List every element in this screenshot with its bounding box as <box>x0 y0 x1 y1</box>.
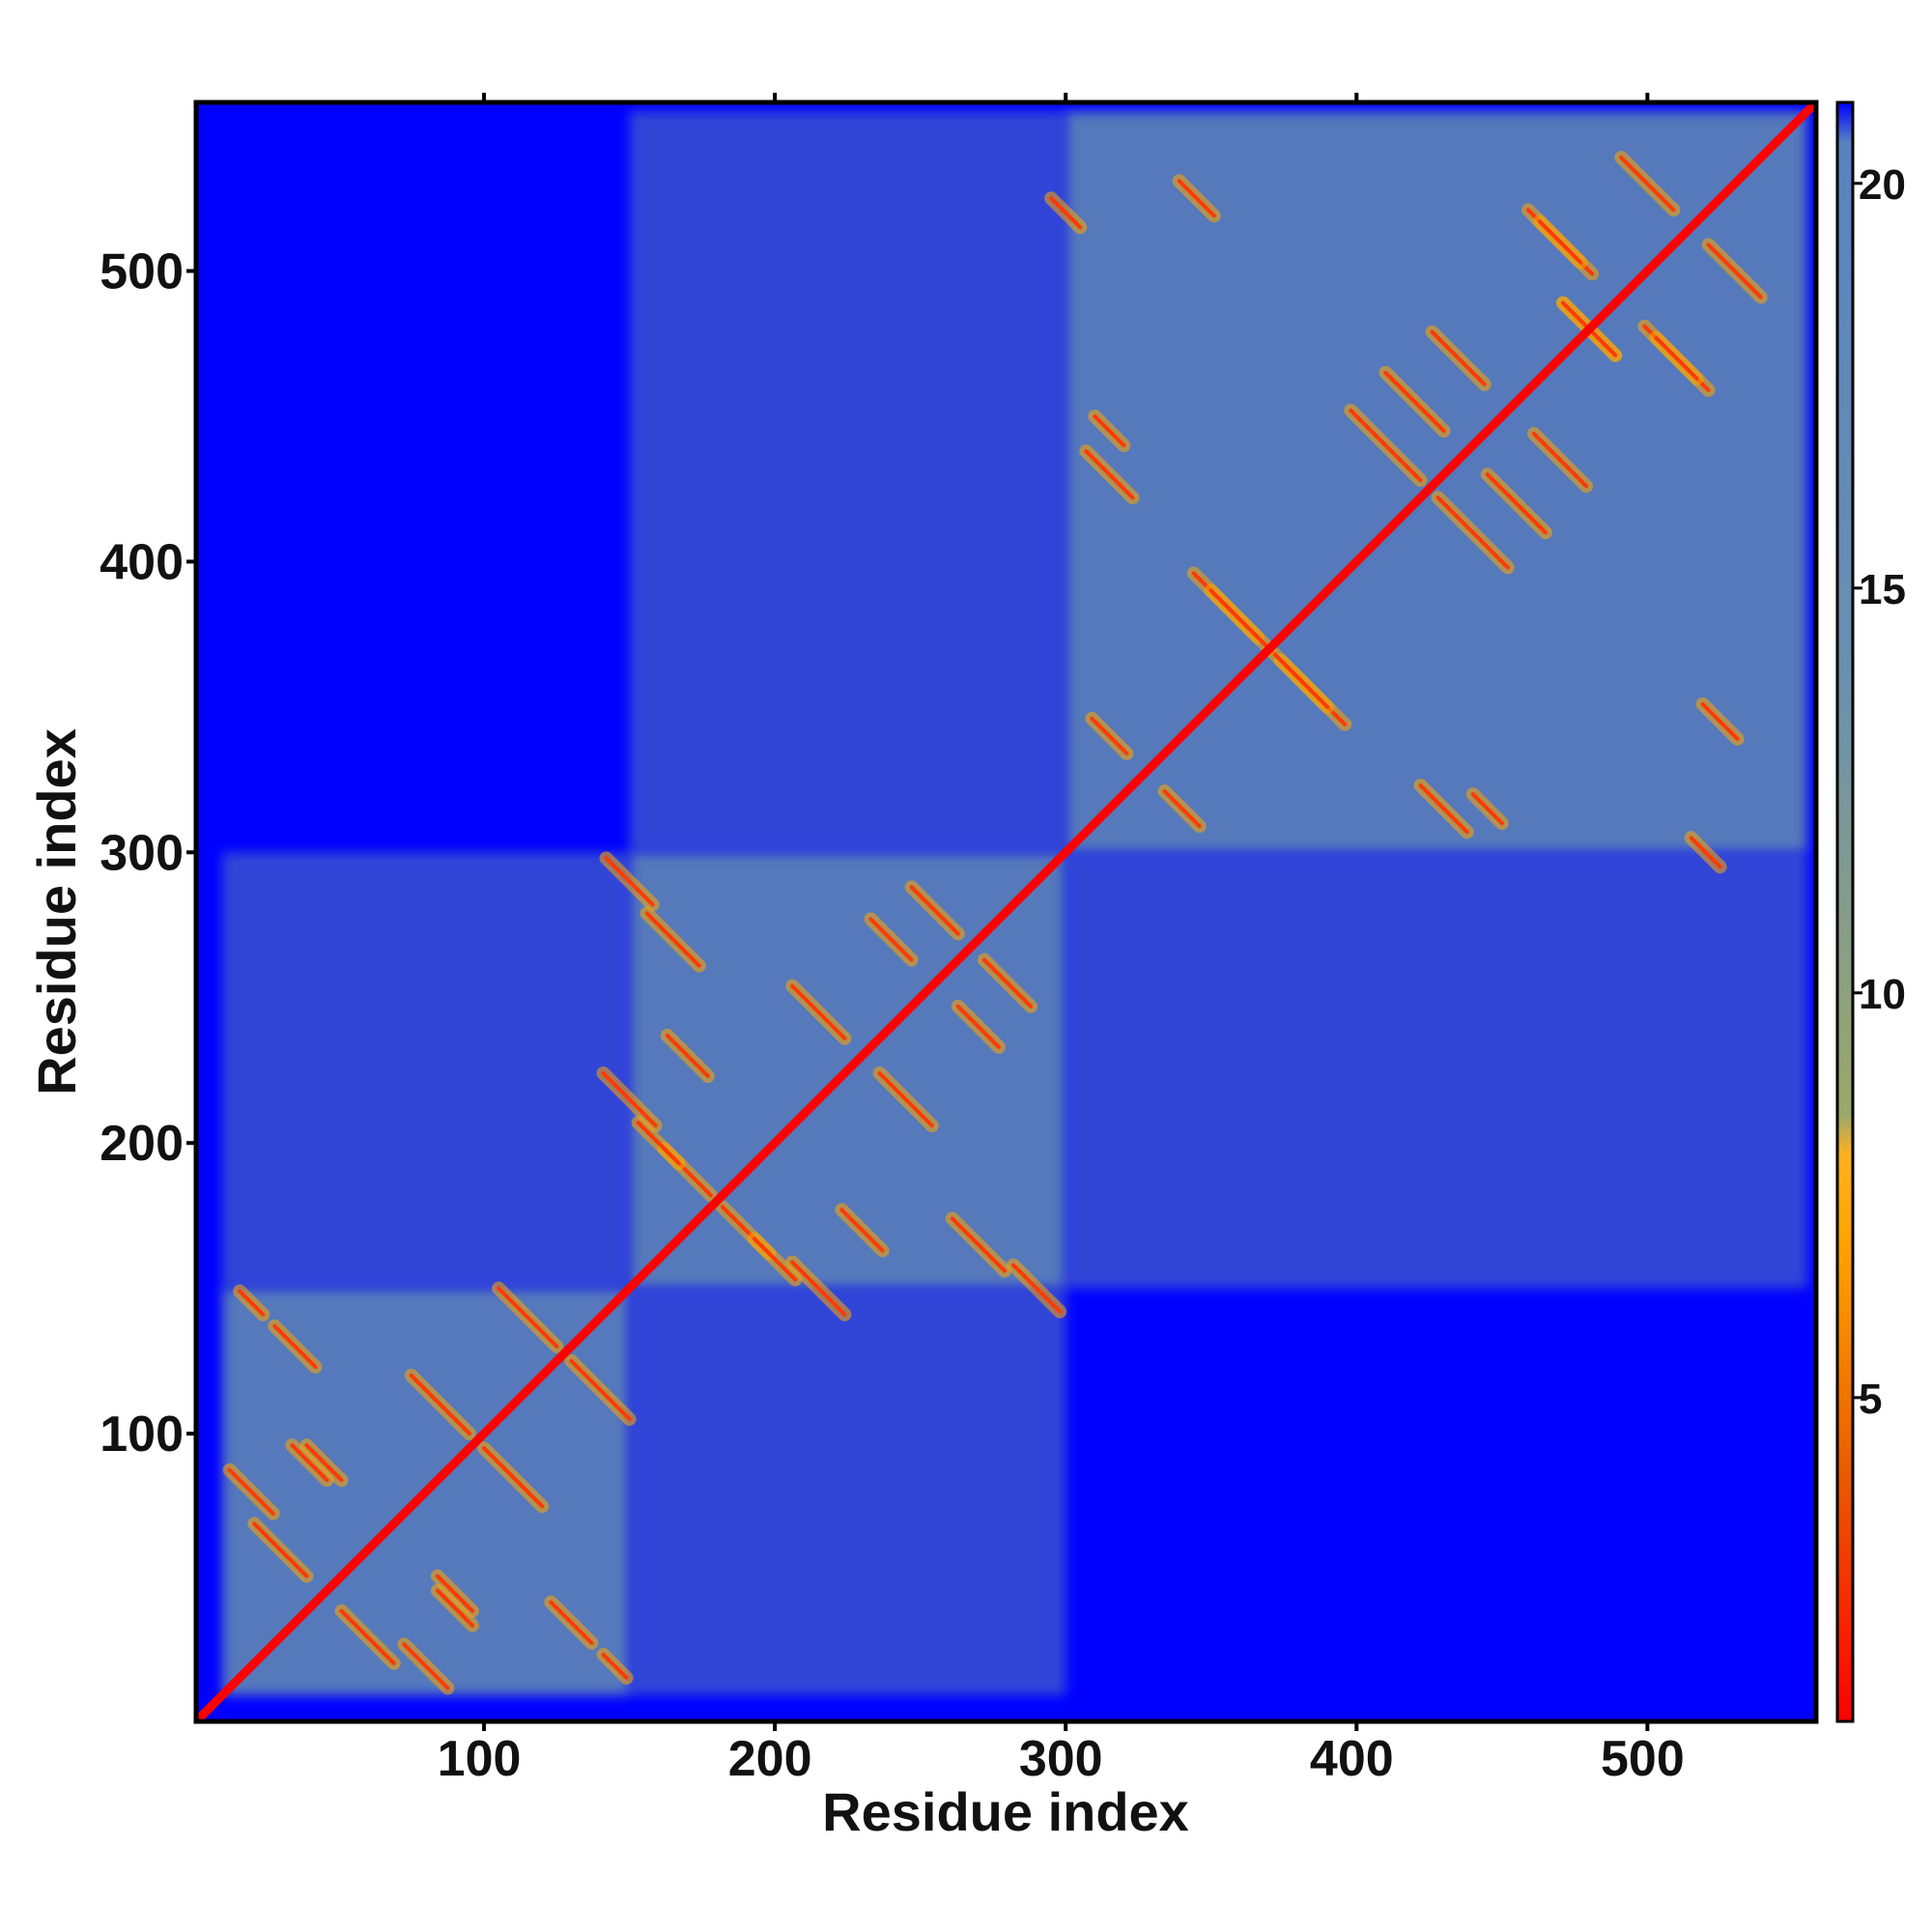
contact-line-core <box>290 1443 329 1483</box>
interdomain-contact-block <box>629 111 1066 853</box>
contact-line-core <box>272 1323 318 1369</box>
contact-line-core <box>1654 335 1699 381</box>
contact-line-core <box>839 1208 885 1253</box>
contact-line-core <box>981 957 1034 1009</box>
x-tick-label: 200 <box>728 1731 812 1787</box>
contact-line-core <box>1011 1263 1063 1314</box>
y-axis: 100 200 300 400 500 <box>99 244 196 1463</box>
heatmap-area <box>196 102 1816 1721</box>
diagonal-contact-line <box>196 102 1816 1721</box>
colorbar-tick-label: 10 <box>1859 971 1906 1018</box>
contact-line-core <box>636 1121 681 1166</box>
contact-line-core <box>1435 496 1510 570</box>
contact-line-core <box>1418 783 1469 835</box>
contact-line-core <box>569 1358 632 1422</box>
contact-line-core <box>753 1236 798 1282</box>
y-tick-label: 300 <box>99 825 184 881</box>
x-axis-title: Residue index <box>822 1781 1189 1842</box>
colorbar-tick-label: 15 <box>1859 566 1906 613</box>
contact-line-core <box>1531 432 1589 489</box>
contact-line-core <box>1090 716 1129 756</box>
contact-line-core <box>1706 242 1763 299</box>
contact-line-core <box>549 1600 594 1645</box>
contact-line-core <box>665 1033 710 1079</box>
contact-line-core <box>601 1070 658 1128</box>
contact-line-core <box>1700 701 1740 741</box>
contact-line-core <box>435 1588 475 1628</box>
colorbar-gradient <box>1837 102 1853 1721</box>
contact-line-core <box>1208 588 1271 651</box>
contact-line-core <box>1084 449 1135 500</box>
contact-line-core <box>1162 789 1202 829</box>
contact-line-core <box>1619 156 1676 213</box>
contact-line-core <box>1689 836 1722 869</box>
contact-line-core <box>1049 196 1083 230</box>
colorbar-ticks: 5 10 15 20 <box>1853 161 1906 1423</box>
contact-line-core <box>339 1608 396 1665</box>
contact-line-core <box>601 1652 629 1680</box>
y-tick-label: 200 <box>99 1116 184 1172</box>
contact-line-core <box>1537 219 1583 265</box>
y-tick-label: 500 <box>99 244 184 300</box>
y-tick-label: 400 <box>99 534 184 590</box>
contact-line-core <box>1266 646 1330 709</box>
contact-line-core <box>604 856 655 907</box>
contact-line-core <box>877 1070 934 1128</box>
contact-line-core <box>790 1260 847 1317</box>
contact-line-core <box>1349 408 1423 483</box>
contact-line-core <box>304 1443 344 1483</box>
interdomain-contact-block <box>1065 852 1807 1289</box>
contact-line-core <box>238 1289 266 1317</box>
contact-line-core <box>950 1216 1007 1273</box>
y-axis-title: Residue index <box>26 728 87 1095</box>
contact-line-core <box>1485 472 1548 535</box>
x-tick-label: 300 <box>1019 1731 1103 1787</box>
x-axis: 100 200 300 400 500 <box>438 93 1685 1787</box>
x-tick-label: 400 <box>1310 1731 1394 1787</box>
contact-line-core <box>1470 792 1504 826</box>
contact-line-core <box>644 911 701 968</box>
contact-line-core <box>790 983 847 1040</box>
contact-line-core <box>482 1446 545 1509</box>
contact-line-core <box>409 1373 472 1436</box>
interdomain-contact-block <box>629 1288 1066 1695</box>
colorbar-tick-label: 5 <box>1859 1376 1882 1423</box>
contact-line-core <box>909 885 960 936</box>
colorbar-frame <box>1835 100 1855 1723</box>
contact-line-core <box>1383 370 1446 434</box>
contact-line-core <box>252 1521 309 1578</box>
contact-line-core <box>227 1467 275 1516</box>
x-tick-label: 100 <box>438 1731 522 1787</box>
contact-line-core <box>435 1574 475 1613</box>
plot-frame <box>193 99 1819 1724</box>
contact-line-core <box>1430 329 1487 386</box>
y-tick-label: 100 <box>99 1406 184 1463</box>
contact-line-core <box>497 1286 559 1349</box>
contact-line-core <box>955 1004 1001 1049</box>
contact-line-core <box>868 917 914 962</box>
contact-line-core <box>402 1642 450 1690</box>
colorbar: 5 10 15 20 <box>1835 100 1906 1723</box>
contact-lines <box>222 151 1768 1695</box>
contact-line-core <box>1093 413 1126 448</box>
contact-line-core <box>1177 179 1216 218</box>
interdomain-contact-block <box>222 852 630 1289</box>
colorbar-tick-label: 20 <box>1859 161 1906 209</box>
x-tick-label: 500 <box>1601 1731 1685 1787</box>
